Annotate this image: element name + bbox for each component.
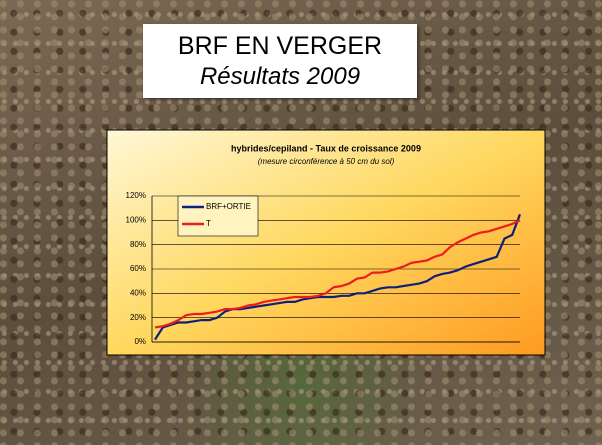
chart-title: hybrides/cepiland - Taux de croissance 2… [231,143,421,153]
series-line [154,213,522,341]
slide-title: BRF EN VERGER [177,32,383,60]
series-line [154,219,521,329]
y-tick-label: 120% [126,191,146,200]
legend-label: T [206,219,211,228]
chart-subtitle: (mesure circonférence à 50 cm du sol) [258,157,395,166]
y-tick-label: 40% [130,288,146,297]
title-box: BRF EN VERGER Résultats 2009 [143,24,417,98]
legend-label: BRF+ORTIE [206,202,251,211]
y-tick-label: 20% [130,313,146,322]
legend-box [177,195,259,237]
y-tick-label: 100% [126,215,146,224]
y-tick-label: 0% [134,337,146,346]
y-tick-label: 60% [130,264,146,273]
slide-subtitle: Résultats 2009 [199,63,361,90]
y-tick-label: 80% [130,240,146,249]
